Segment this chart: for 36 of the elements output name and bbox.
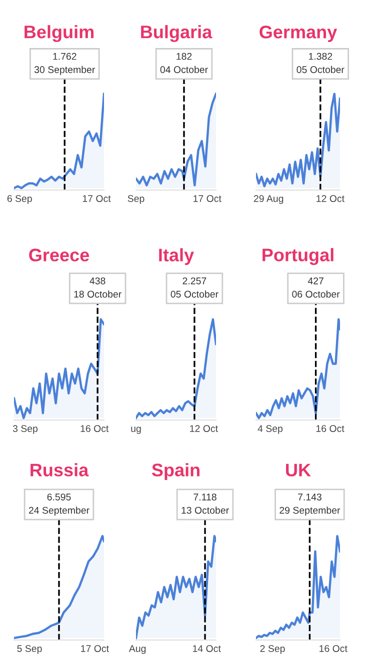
chart-title: Spain xyxy=(152,463,200,480)
x-tick-label: 16 Oct xyxy=(320,645,348,652)
x-tick-label: 6 Sep xyxy=(7,195,32,204)
x-tick-label: ug xyxy=(131,426,141,434)
x-tick-label: 17 Oct xyxy=(194,195,222,202)
x-tick-label: 4 Sep xyxy=(258,425,283,434)
ref-line-label: 427 06 October xyxy=(292,277,340,298)
x-tick-label: 16 Oct xyxy=(316,425,344,432)
x-tick-label: 17 Oct xyxy=(81,645,109,652)
x-tick-label: 12 Oct xyxy=(190,425,218,432)
chart-title: Greece xyxy=(29,248,90,262)
chart-title: Russia xyxy=(30,463,89,476)
ref-line-label: 7.118 13 October xyxy=(182,494,229,514)
chart-title: Belguim xyxy=(24,25,94,42)
x-tick-label: Aug xyxy=(128,645,146,654)
ref-line-label: 438 18 October xyxy=(74,277,122,298)
x-tick-label: 14 Oct xyxy=(193,645,221,652)
x-tick-label: 16 Oct xyxy=(80,425,109,432)
ref-line-label: 1.762 30 September xyxy=(34,52,95,75)
x-tick-label: 12 Oct xyxy=(316,195,344,202)
chart-title: Germany xyxy=(260,26,338,42)
ref-line-label: 182 04 October xyxy=(160,52,208,74)
x-tick-label: 29 Aug xyxy=(254,195,284,204)
chart-title: Portugal xyxy=(262,248,334,265)
chart-title: Italy xyxy=(159,248,194,265)
x-tick-label: 17 Oct xyxy=(82,195,111,202)
x-tick-label: 5 Sep xyxy=(17,645,42,654)
x-tick-label: 2 Sep xyxy=(260,645,285,654)
x-tick-label: 3 Sep xyxy=(12,425,38,434)
ref-line-label: 6.595 24 September xyxy=(28,494,90,516)
ref-line-label: 1.382 05 October xyxy=(296,52,344,74)
ref-line-label: 7.143 29 September xyxy=(280,494,340,516)
x-tick-label: Sep xyxy=(128,195,144,204)
chart-title: Bulgaria xyxy=(141,25,212,42)
chart-title: UK xyxy=(286,464,311,476)
text: 2.257 05 October xyxy=(170,277,218,298)
